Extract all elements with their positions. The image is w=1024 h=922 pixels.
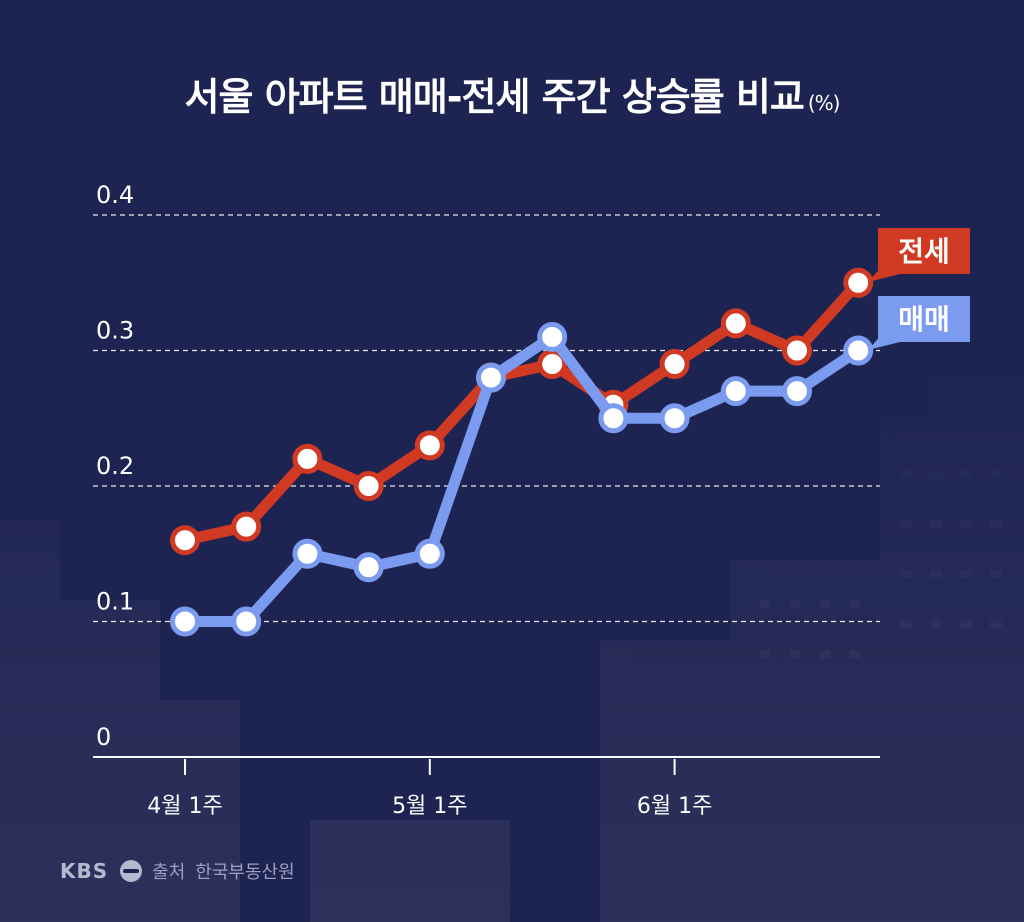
legend-box	[878, 228, 970, 274]
kbs-emblem-icon	[120, 860, 143, 882]
legend-text: 매매	[898, 303, 950, 336]
kbs-logo: KBS	[60, 859, 109, 883]
y-tick-label: 0.2	[96, 452, 134, 480]
data-point-jeonse	[782, 335, 812, 366]
data-point-jeonse	[353, 471, 384, 501]
data-point-jeonse	[843, 267, 874, 298]
source-name: 한국부동산원	[195, 862, 295, 883]
y-tick-label: 0.1	[96, 588, 134, 616]
legend-label-jeonse: 전세	[868, 228, 970, 282]
data-point-maemae	[414, 538, 445, 569]
data-point-maemae	[231, 606, 262, 637]
chart-title-text: 서울 아파트 매매-전세 주간 상승률 비교	[184, 75, 805, 119]
legend-text: 전세	[898, 235, 950, 268]
data-point-maemae	[353, 552, 384, 583]
chart-title: 서울 아파트 매매-전세 주간 상승률 비교 (%)	[0, 66, 1024, 121]
data-point-maemae	[843, 335, 874, 366]
source-credit: KBS 출처 한국부동산원	[60, 858, 295, 884]
legend-label-maemae: 매매	[868, 296, 970, 350]
data-point-maemae	[537, 321, 568, 352]
data-point-maemae	[476, 362, 506, 393]
data-point-maemae	[659, 403, 690, 434]
data-point-maemae	[292, 538, 323, 569]
y-tick-label: 0.3	[96, 317, 134, 345]
data-point-jeonse	[170, 525, 200, 556]
data-point-jeonse	[414, 430, 445, 461]
source-label: 출처	[152, 862, 186, 883]
data-point-maemae	[720, 376, 751, 407]
chart-unit: (%)	[807, 91, 841, 115]
data-point-maemae	[782, 376, 812, 407]
series-line-jeonse	[179, 277, 864, 546]
legend-box	[878, 296, 970, 342]
data-point-maemae	[170, 606, 200, 637]
x-tick-label: 6월 1주	[637, 794, 712, 819]
x-tick-label: 5월 1주	[392, 794, 467, 819]
y-tick-label: 0.4	[96, 181, 134, 209]
data-point-jeonse	[292, 443, 323, 474]
x-tick-label: 4월 1주	[147, 794, 222, 819]
data-point-jeonse	[659, 349, 690, 380]
data-point-jeonse	[231, 511, 262, 542]
data-point-maemae	[598, 403, 629, 434]
data-point-jeonse	[720, 308, 751, 339]
y-tick-label: 0	[96, 723, 111, 751]
